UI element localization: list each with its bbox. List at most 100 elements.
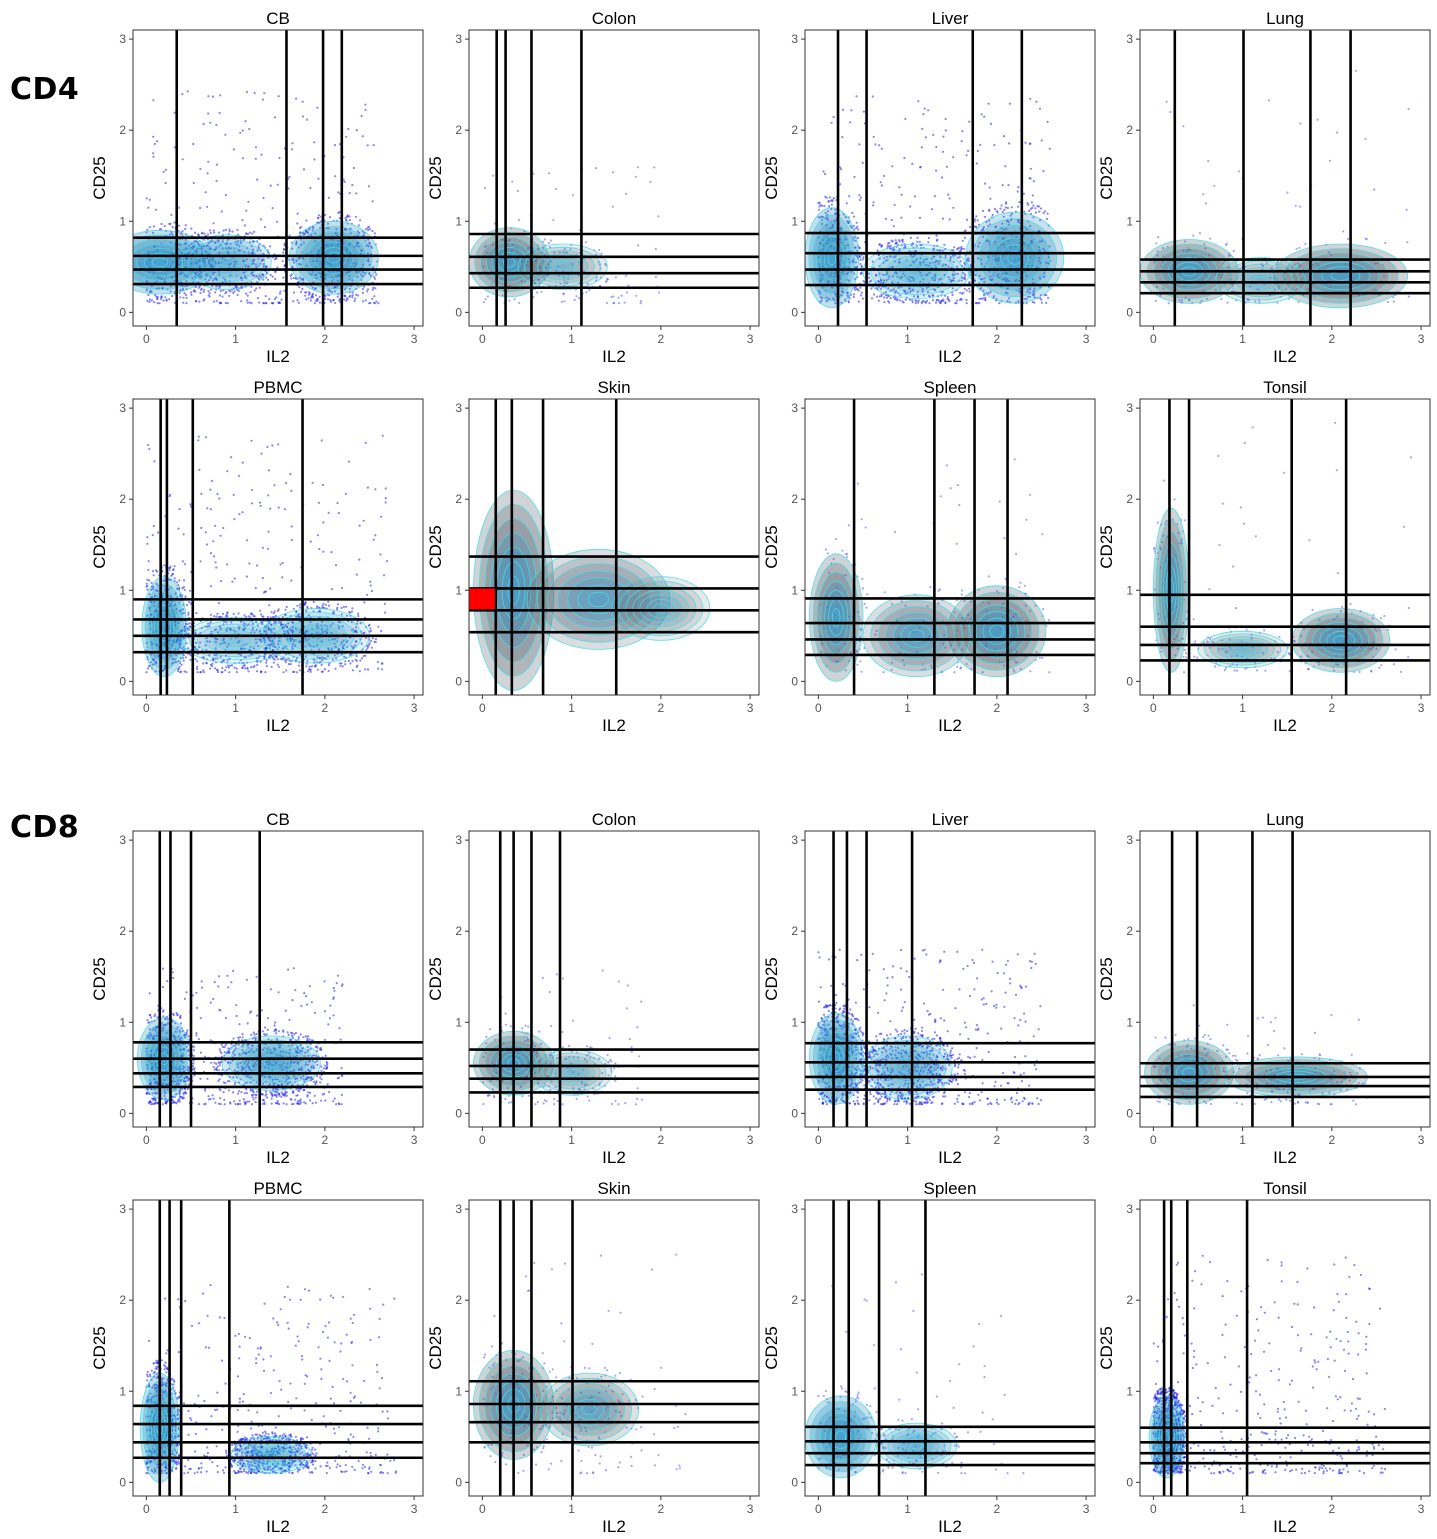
x-tick-label: 0	[479, 701, 486, 715]
scatter-point	[984, 216, 986, 218]
scatter-point	[274, 484, 276, 486]
scatter-point	[872, 201, 874, 203]
scatter-point	[1042, 170, 1044, 172]
scatter-point	[364, 104, 366, 106]
scatter-point	[324, 668, 326, 670]
scatter-point	[1299, 206, 1301, 208]
scatter-point	[309, 666, 311, 668]
scatter-point	[203, 289, 205, 291]
scatter-point	[853, 216, 855, 218]
scatter-point	[255, 158, 257, 160]
scatter-point	[835, 538, 837, 540]
scatter-point	[351, 610, 353, 612]
scatter-point	[172, 568, 174, 570]
scatter-point	[203, 291, 205, 293]
scatter-point	[312, 293, 314, 295]
density-contour	[327, 253, 340, 263]
scatter-point	[275, 615, 277, 617]
scatter-point	[283, 248, 285, 250]
scatter-point	[284, 609, 286, 611]
scatter-point	[278, 157, 280, 159]
scatter-point	[925, 136, 927, 138]
scatter-point	[975, 225, 977, 227]
scatter-point	[152, 156, 154, 158]
scatter-point	[1407, 656, 1409, 658]
scatter-point	[279, 290, 281, 292]
scatter-point	[344, 181, 346, 183]
scatter-point	[828, 200, 830, 202]
scatter-point	[153, 460, 155, 462]
y-tick-label: 0	[791, 305, 798, 319]
scatter-point	[964, 229, 966, 231]
scatter-point	[585, 291, 587, 293]
panel-title: Spleen	[924, 378, 977, 397]
scatter-point	[983, 116, 985, 118]
scatter-point	[1047, 213, 1049, 215]
x-tick-label: 0	[479, 332, 486, 346]
group-label-cd8: CD8	[10, 810, 79, 845]
scatter-point	[265, 662, 267, 664]
scatter-point	[156, 140, 158, 142]
scatter-point	[961, 594, 963, 596]
scatter-point	[657, 215, 659, 217]
scatter-point	[282, 260, 284, 262]
scatter-point	[190, 291, 192, 293]
scatter-point	[267, 548, 269, 550]
scatter-point	[997, 211, 999, 213]
scatter-point	[170, 214, 172, 216]
x-tick-label: 2	[994, 701, 1001, 715]
scatter-point	[655, 248, 657, 250]
scatter-point	[215, 124, 217, 126]
scatter-point	[384, 603, 386, 605]
scatter-point	[380, 516, 382, 518]
scatter-point	[640, 302, 642, 304]
scatter-point	[887, 300, 889, 302]
scatter-point	[329, 216, 331, 218]
scatter-point	[1408, 108, 1410, 110]
x-axis-title: IL2	[266, 347, 290, 366]
scatter-point	[955, 302, 957, 304]
scatter-point	[1155, 242, 1157, 244]
scatter-point	[305, 665, 307, 667]
scatter-point	[256, 179, 258, 181]
scatter-point	[848, 301, 850, 303]
scatter-point	[942, 218, 944, 220]
scatter-point	[934, 195, 936, 197]
scatter-point	[233, 518, 235, 520]
scatter-point	[272, 658, 274, 660]
scatter-point	[314, 302, 316, 304]
scatter-point	[317, 217, 319, 219]
scatter-point	[207, 161, 209, 163]
scatter-point	[293, 277, 295, 279]
y-tick-label: 3	[455, 401, 462, 415]
scatter-point	[277, 443, 279, 445]
scatter-point	[372, 287, 374, 289]
scatter-point	[540, 291, 542, 293]
scatter-point	[902, 239, 904, 241]
x-tick-label: 3	[411, 701, 418, 715]
scatter-point	[322, 671, 324, 673]
scatter-point	[195, 300, 197, 302]
scatter-point	[227, 664, 229, 666]
scatter-point	[1168, 302, 1170, 304]
group-label-cd4: CD4	[10, 72, 79, 107]
scatter-point	[918, 300, 920, 302]
scatter-point	[977, 219, 979, 221]
scatter-point	[1030, 208, 1032, 210]
scatter-point	[330, 301, 332, 303]
scatter-point	[183, 533, 185, 535]
scatter-point	[176, 581, 178, 583]
scatter-point	[511, 181, 513, 183]
scatter-point	[367, 487, 369, 489]
scatter-point	[983, 294, 985, 296]
scatter-point	[322, 521, 324, 523]
scatter-point	[879, 295, 881, 297]
scatter-point	[1364, 138, 1366, 140]
scatter-point	[332, 299, 334, 301]
highlight-gate	[466, 588, 495, 609]
scatter-point	[344, 295, 346, 297]
scatter-point	[209, 292, 211, 294]
scatter-point	[145, 671, 147, 673]
